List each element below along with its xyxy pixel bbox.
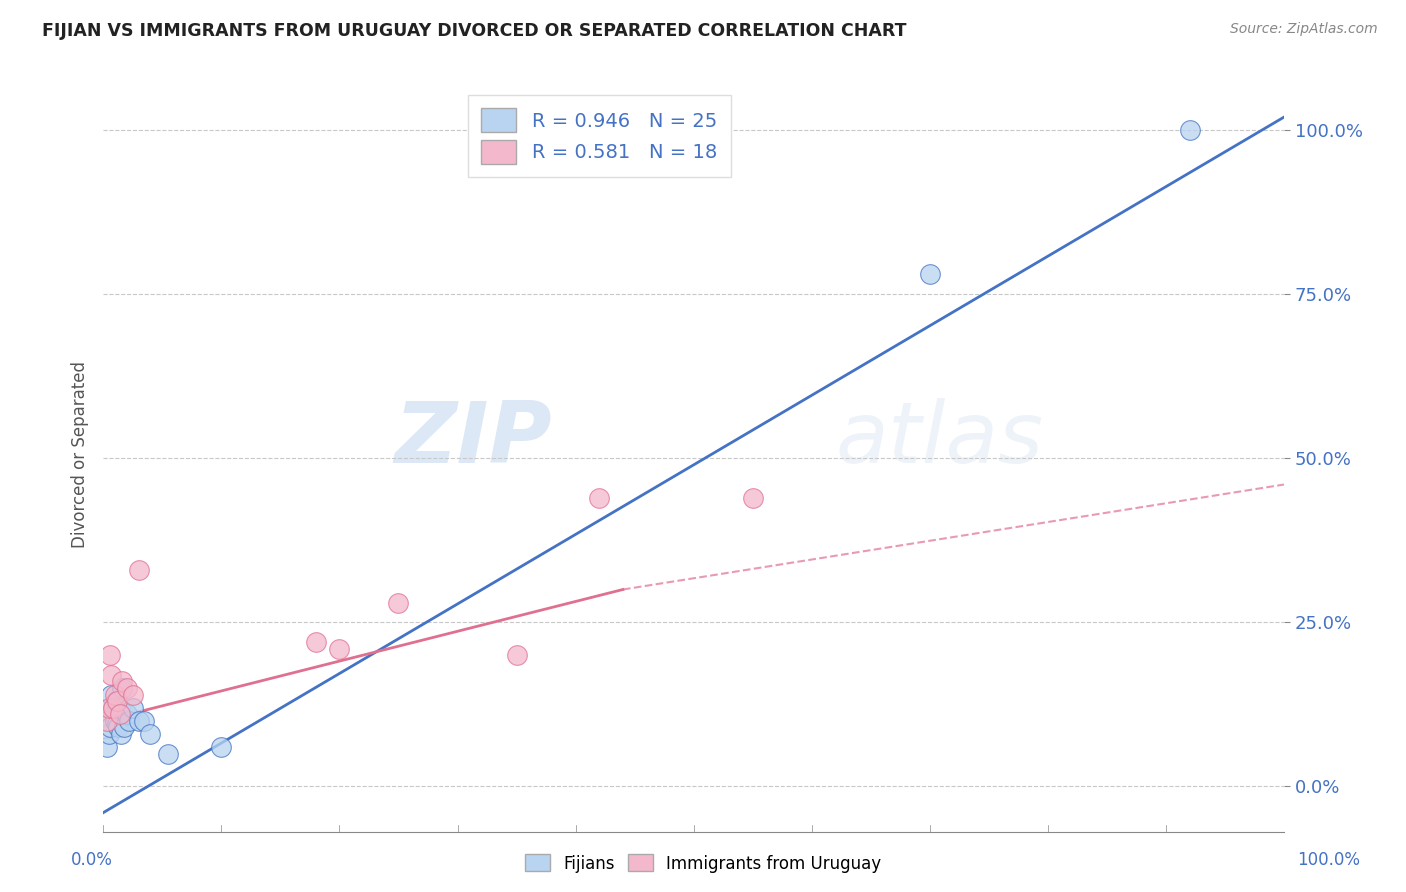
Legend: R = 0.946   N = 25, R = 0.581   N = 18: R = 0.946 N = 25, R = 0.581 N = 18 bbox=[468, 95, 731, 178]
Point bbox=[1178, 123, 1201, 137]
Point bbox=[98, 720, 121, 734]
Legend: Fijians, Immigrants from Uruguay: Fijians, Immigrants from Uruguay bbox=[517, 847, 889, 880]
Text: Source: ZipAtlas.com: Source: ZipAtlas.com bbox=[1230, 22, 1378, 37]
Point bbox=[97, 714, 120, 728]
Point bbox=[115, 707, 138, 722]
Point bbox=[128, 714, 150, 728]
Point bbox=[305, 635, 328, 649]
Point bbox=[112, 720, 135, 734]
Point bbox=[209, 740, 232, 755]
Point bbox=[96, 714, 118, 728]
Point bbox=[98, 700, 121, 714]
Point bbox=[100, 688, 122, 702]
Point bbox=[387, 596, 409, 610]
Point bbox=[115, 681, 138, 695]
Point bbox=[328, 641, 350, 656]
Point bbox=[108, 707, 131, 722]
Point bbox=[103, 707, 125, 722]
Point bbox=[121, 688, 143, 702]
Point bbox=[505, 648, 527, 662]
Point bbox=[104, 714, 127, 728]
Point bbox=[101, 700, 124, 714]
Point bbox=[98, 648, 121, 662]
Point bbox=[105, 694, 128, 708]
Point bbox=[134, 714, 156, 728]
Point bbox=[101, 700, 124, 714]
Point bbox=[111, 674, 134, 689]
Point bbox=[98, 727, 121, 741]
Text: 0.0%: 0.0% bbox=[70, 851, 112, 869]
Point bbox=[111, 681, 134, 695]
Point bbox=[104, 688, 127, 702]
Text: atlas: atlas bbox=[835, 399, 1043, 482]
Point bbox=[588, 491, 610, 505]
Point bbox=[918, 268, 941, 282]
Text: 100.0%: 100.0% bbox=[1298, 851, 1360, 869]
Point bbox=[110, 727, 132, 741]
Y-axis label: Divorced or Separated: Divorced or Separated bbox=[72, 361, 89, 549]
Point bbox=[118, 714, 141, 728]
Point bbox=[100, 668, 122, 682]
Point bbox=[96, 740, 118, 755]
Text: FIJIAN VS IMMIGRANTS FROM URUGUAY DIVORCED OR SEPARATED CORRELATION CHART: FIJIAN VS IMMIGRANTS FROM URUGUAY DIVORC… bbox=[42, 22, 907, 40]
Point bbox=[105, 717, 128, 731]
Point bbox=[128, 563, 150, 577]
Point bbox=[107, 720, 129, 734]
Text: ZIP: ZIP bbox=[395, 399, 553, 482]
Point bbox=[157, 747, 180, 761]
Point bbox=[741, 491, 763, 505]
Point bbox=[108, 700, 131, 714]
Point bbox=[121, 700, 143, 714]
Point bbox=[139, 727, 162, 741]
Point bbox=[105, 694, 128, 708]
